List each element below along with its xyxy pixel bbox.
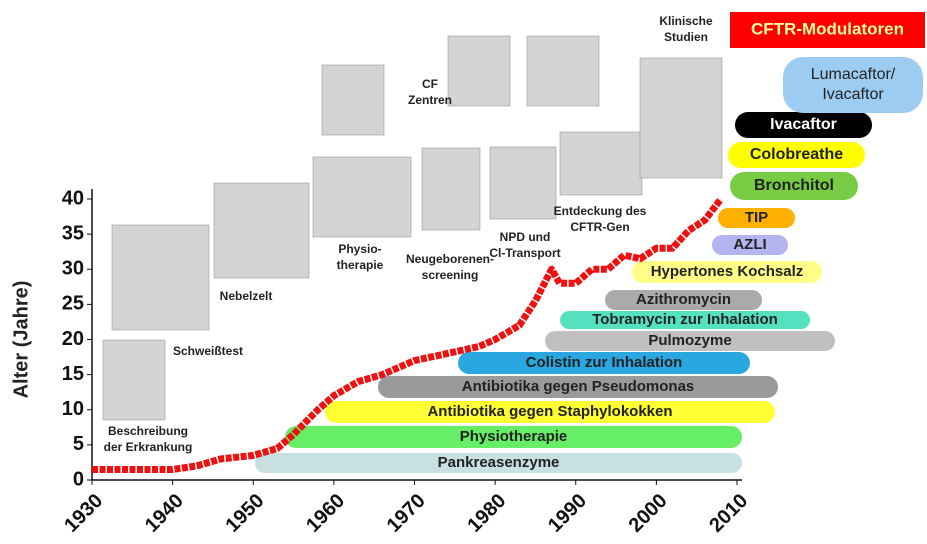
therapy-label: Colobreathe <box>750 146 843 163</box>
photo <box>313 157 411 237</box>
y-tick-label: 30 <box>62 258 84 280</box>
photo-caption: Nebelzelt <box>220 289 273 303</box>
therapy-label: Tobramycin zur Inhalation <box>592 311 778 328</box>
therapy-label: Ivacaftor <box>770 116 837 133</box>
therapy-label: Colistin zur Inhalation <box>526 354 683 371</box>
photo-caption: Neugeborenen- <box>406 252 494 266</box>
y-axis-label: Alter (Jahre) <box>10 281 32 399</box>
photo-caption: Klinische <box>659 14 713 28</box>
photo-caption: Zentren <box>408 93 452 107</box>
therapy-label: Hypertones Kochsalz <box>651 263 804 280</box>
x-tick-label: 1990 <box>544 490 591 537</box>
photo-caption: Entdeckung des <box>554 204 647 218</box>
photo-caption: Beschreibung <box>108 424 188 438</box>
therapy-label: Pulmozyme <box>648 332 731 349</box>
therapy-label: Ivacaftor <box>822 86 884 103</box>
y-tick-label: 10 <box>62 398 84 420</box>
photo-caption: screening <box>422 268 479 282</box>
therapy-label: TIP <box>745 209 768 226</box>
photo-caption: Cl-Transport <box>489 246 560 260</box>
photo-caption: NPD und <box>500 230 551 244</box>
x-tick-label: 1940 <box>141 490 188 537</box>
photo-caption: CF <box>422 77 438 91</box>
x-tick-label: 1950 <box>221 490 268 537</box>
x-tick-label: 1970 <box>383 490 430 537</box>
x-tick-label: 1930 <box>60 490 107 537</box>
x-tick-label: 1980 <box>463 490 510 537</box>
photo-caption: CFTR-Gen <box>570 220 629 234</box>
photo <box>448 36 510 106</box>
photo <box>214 183 309 278</box>
therapy-label: Bronchitol <box>754 177 834 194</box>
therapy-label: AZLI <box>733 236 766 253</box>
therapy-label: Pankreasenzyme <box>438 454 560 471</box>
photo <box>112 225 209 330</box>
photo <box>560 132 642 195</box>
y-tick-label: 0 <box>73 468 84 490</box>
photo-caption: therapie <box>337 258 384 272</box>
therapy-label: Lumacaftor/ <box>811 66 896 83</box>
photo <box>640 58 722 178</box>
photo <box>490 147 556 219</box>
x-tick-label: 1960 <box>302 490 349 537</box>
therapy-label: Antibiotika gegen Pseudomonas <box>462 378 695 395</box>
photo-caption: Studien <box>664 30 708 44</box>
photo-caption: Physio- <box>338 242 381 256</box>
photo <box>322 65 384 135</box>
photo <box>527 36 599 106</box>
therapy-label: Physiotherapie <box>460 428 568 445</box>
x-tick-label: 2000 <box>625 490 672 537</box>
y-tick-label: 25 <box>62 293 84 315</box>
therapy-label: CFTR-Modulatoren <box>751 19 904 38</box>
therapy-label: Azithromycin <box>636 291 731 308</box>
y-tick-label: 20 <box>62 328 84 350</box>
y-tick-label: 35 <box>62 222 84 244</box>
y-tick-label: 40 <box>62 187 84 209</box>
therapy-label: Antibiotika gegen Staphylokokken <box>427 403 672 420</box>
photo <box>103 340 165 420</box>
photo-caption: Schweißtest <box>173 344 243 358</box>
x-tick-label: 2010 <box>705 490 752 537</box>
y-tick-label: 5 <box>73 433 84 455</box>
page: {"chart_data": { "type": "line", "y_labe… <box>0 0 927 544</box>
photo <box>422 148 480 230</box>
photo-caption: der Erkrankung <box>104 440 193 454</box>
chart: Beschreibung der Erkrankung Schweißtest Neb… <box>0 0 927 544</box>
y-tick-label: 15 <box>62 363 84 385</box>
